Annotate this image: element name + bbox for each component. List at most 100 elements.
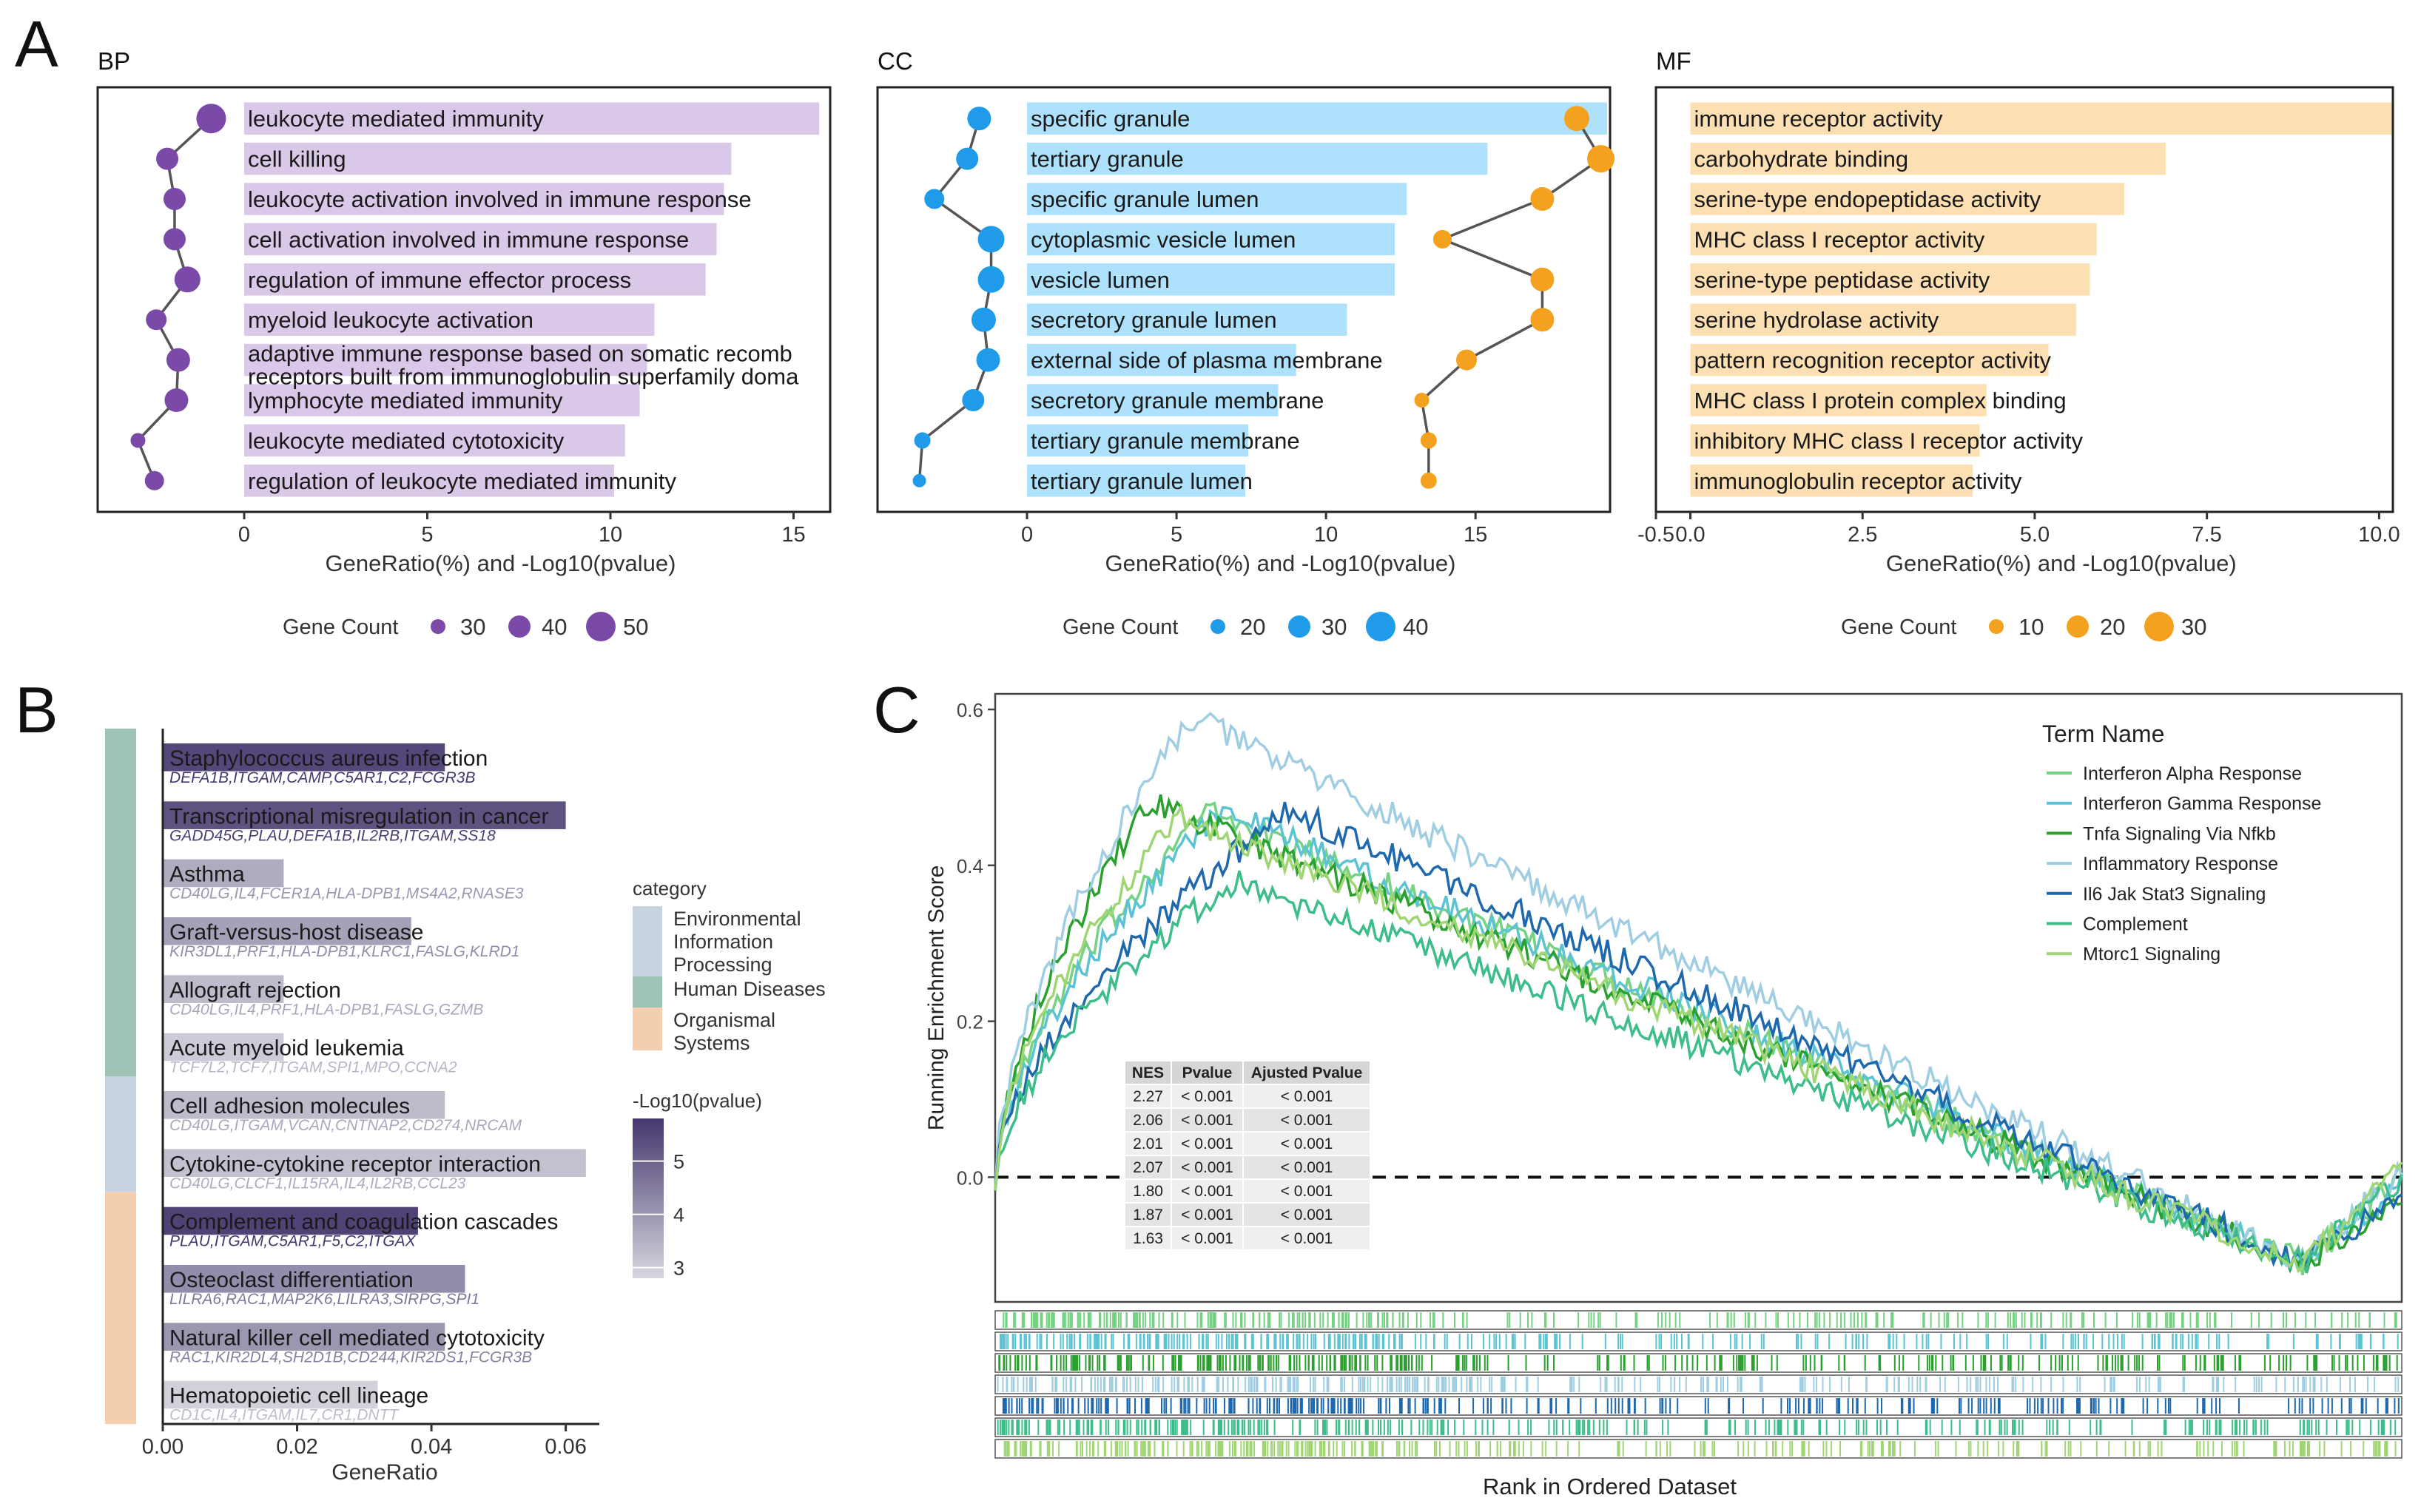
bar-label: MHC class I protein complex binding xyxy=(1694,388,2067,414)
bar-label: leukocyte activation involved in immune … xyxy=(248,186,752,212)
pvalue-point xyxy=(977,266,1005,293)
pvalue-point xyxy=(130,433,146,448)
pvalue-point xyxy=(1530,267,1555,291)
gene-list-label: GADD45G,PLAU,DEFA1B,IL2RB,ITGAM,SS18 xyxy=(169,827,496,844)
hit-strip-frame xyxy=(994,1374,2403,1394)
bar-label: secretory granule lumen xyxy=(1031,307,1277,333)
legend-key xyxy=(431,619,445,634)
table-cell xyxy=(1242,1178,1371,1204)
pvalue-point xyxy=(156,147,179,170)
table-cell-text: < 0.001 xyxy=(1181,1183,1233,1200)
plot-frame xyxy=(1654,86,2394,513)
pathway-label: Osteoclast differentiation xyxy=(169,1268,414,1292)
bar-label: lymphocyte mediated immunity xyxy=(248,388,563,414)
bar-label: carbohydrate binding xyxy=(1694,146,1909,172)
gene-list-label: CD40LG,CLCF1,IL15RA,IL4,IL2RB,CCL23 xyxy=(169,1175,466,1192)
gene-list-label: RAC1,KIR2DL4,SH2D1B,CD244,KIR2DS1,FCGR3B xyxy=(169,1349,532,1366)
legend-title: Gene Count xyxy=(283,615,398,639)
bar-labels: specific granule tertiary granule specific… xyxy=(1031,106,1383,494)
pvalue-point xyxy=(914,432,931,449)
legend-label: 20 xyxy=(2100,614,2125,640)
legend-key xyxy=(633,976,662,1008)
bar xyxy=(1690,223,2097,256)
table-cell-text: < 0.001 xyxy=(1181,1112,1233,1129)
x-tick-label: 0.0 xyxy=(1675,523,1705,547)
legend-label: Human Diseases xyxy=(673,978,826,1000)
x-tick-label: 0 xyxy=(1021,523,1033,547)
bar xyxy=(1027,142,1488,175)
pvalue-point xyxy=(1530,187,1555,211)
x-tick-label: 5.0 xyxy=(2020,523,2050,547)
bar xyxy=(244,142,732,175)
pvalue-point xyxy=(1420,472,1437,489)
gsea-table: NES Pvalue Ajusted Pvalue 2.27 < 0.001 < 0.00… xyxy=(1124,1060,1371,1251)
bar xyxy=(244,183,724,215)
x-tick-label: 0.04 xyxy=(411,1435,452,1459)
hit-marks xyxy=(1002,1398,2400,1414)
legend-title: -Log10(pvalue) xyxy=(633,1090,762,1112)
pvalue-point xyxy=(956,147,979,170)
table-cell-text: < 0.001 xyxy=(1181,1230,1233,1247)
table-cell-text: 2.01 xyxy=(1133,1135,1163,1152)
gene-list-label: CD1C,IL4,ITGAM,IL7,CR1,DNTT xyxy=(169,1407,400,1424)
bar-label: specific granule lumen xyxy=(1031,186,1259,212)
bar xyxy=(1027,343,1296,377)
panel-label-c: C xyxy=(873,673,920,746)
legend-title: category xyxy=(633,877,707,900)
table-cell-text: < 0.001 xyxy=(1281,1230,1333,1247)
y-tick-label: 0.6 xyxy=(957,699,983,721)
panel-label-a: A xyxy=(15,7,58,81)
pvalue-point xyxy=(977,226,1005,253)
hit-marks xyxy=(1003,1312,2397,1328)
y-axis-label: Running Enrichment Score xyxy=(924,865,949,1131)
x-axis: 0 5 10 15 GeneRatio(%) and -Log10(pvalue) xyxy=(1021,512,1487,576)
bar-group xyxy=(244,102,820,497)
pathway-label: Transcriptional misregulation in cancer xyxy=(169,804,548,828)
x-tick-label: 10 xyxy=(599,523,622,547)
hit-marks xyxy=(999,1334,2399,1349)
legend-key xyxy=(633,1008,662,1050)
hit-strips xyxy=(994,1310,2403,1459)
hit-marks xyxy=(997,1377,2400,1392)
bar xyxy=(163,801,566,829)
legend-label: Interferon Alpha Response xyxy=(2083,763,2302,784)
table-cell-text: < 0.001 xyxy=(1181,1206,1233,1224)
pvalue-point xyxy=(1420,432,1437,449)
bar-label: tertiary granule membrane xyxy=(1031,428,1300,453)
table-cell-text: < 0.001 xyxy=(1281,1159,1333,1176)
category-strip xyxy=(105,1076,136,1192)
pathway-label: Cell adhesion molecules xyxy=(169,1094,410,1118)
category-strip xyxy=(105,1192,136,1424)
bar-label: tertiary granule xyxy=(1031,146,1184,172)
pathway-label: Acute myeloid leukemia xyxy=(169,1036,404,1061)
go-bp-chart: BP leukocyte mediated immunity cell killin… xyxy=(96,47,832,641)
pvalue-point xyxy=(1414,393,1430,408)
legend-label: 10 xyxy=(2018,614,2044,640)
x-tick-label: 5 xyxy=(1171,523,1182,547)
bar xyxy=(1027,424,1249,457)
bar-label: receptors built from immunoglobulin supe… xyxy=(248,364,799,390)
category-strip xyxy=(105,729,136,1076)
pvalue-point xyxy=(196,104,226,134)
bar xyxy=(1027,102,1607,135)
x-axis: -0.5 0.0 2.5 5.0 7.5 10.0 GeneRatio(%) and -Lo… xyxy=(1637,512,2400,576)
table-cell-text: 1.87 xyxy=(1133,1206,1163,1224)
table-header: NES xyxy=(1132,1064,1164,1081)
legend-label: Complement xyxy=(2083,914,2188,935)
bar xyxy=(1027,465,1246,497)
legend-label: Interferon Gamma Response xyxy=(2083,794,2321,814)
pvalue-point xyxy=(146,309,167,331)
bar-label: leukocyte mediated immunity xyxy=(248,106,544,132)
plot-frame xyxy=(876,86,1612,513)
legend-key xyxy=(1288,615,1310,638)
x-axis-label: GeneRatio xyxy=(331,1460,437,1485)
bar-label: immune receptor activity xyxy=(1694,106,1943,132)
x-tick-label: 2.5 xyxy=(1848,523,1877,547)
plot-frame xyxy=(96,86,832,513)
bar xyxy=(1690,303,2076,336)
bar-label: vesicle lumen xyxy=(1031,267,1170,293)
table-header: Ajusted Pvalue xyxy=(1251,1064,1363,1081)
pvalue-point xyxy=(174,266,201,293)
go-title: BP xyxy=(98,47,130,75)
